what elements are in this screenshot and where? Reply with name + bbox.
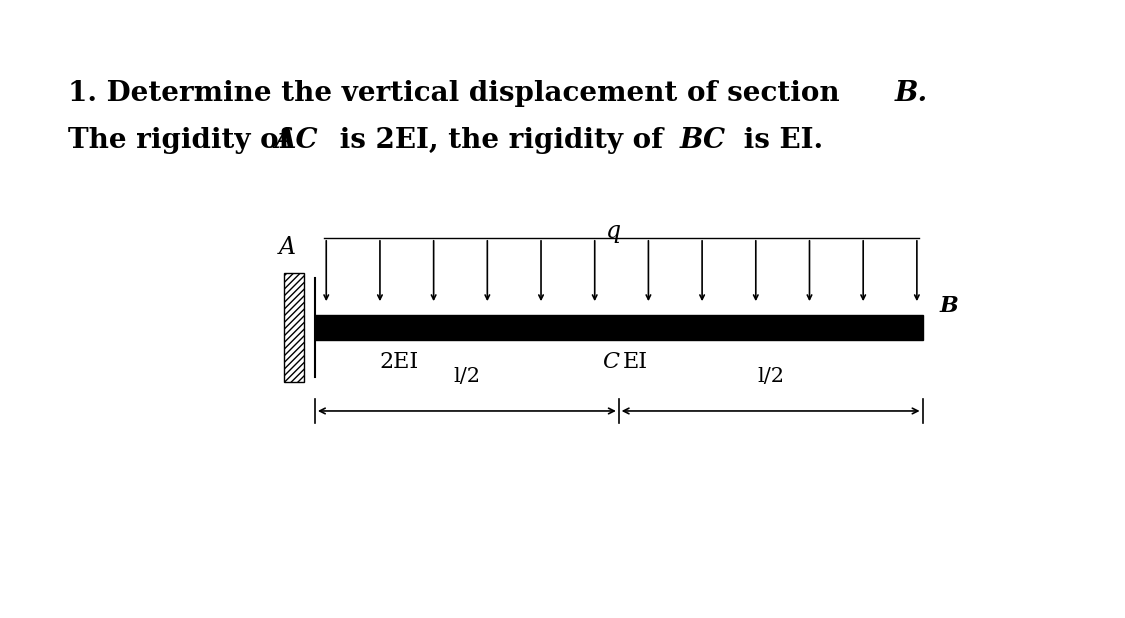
Text: l/2: l/2 <box>757 367 784 386</box>
Text: is EI.: is EI. <box>734 127 822 154</box>
Text: B: B <box>939 295 958 317</box>
Text: A: A <box>278 235 296 259</box>
Text: 1. Determine the vertical displacement of section: 1. Determine the vertical displacement o… <box>68 80 848 108</box>
Bar <box>284 273 304 382</box>
Text: The rigidity of: The rigidity of <box>68 127 299 154</box>
Text: C: C <box>602 350 620 373</box>
Text: EI: EI <box>623 350 648 373</box>
Text: 2EI: 2EI <box>380 350 418 373</box>
Text: B.: B. <box>894 80 927 108</box>
Text: q: q <box>605 220 621 243</box>
Text: AC: AC <box>274 127 318 154</box>
Text: l/2: l/2 <box>453 367 480 386</box>
Text: is 2EI, the rigidity of: is 2EI, the rigidity of <box>330 127 673 154</box>
Text: BC: BC <box>680 127 726 154</box>
Bar <box>315 315 922 340</box>
